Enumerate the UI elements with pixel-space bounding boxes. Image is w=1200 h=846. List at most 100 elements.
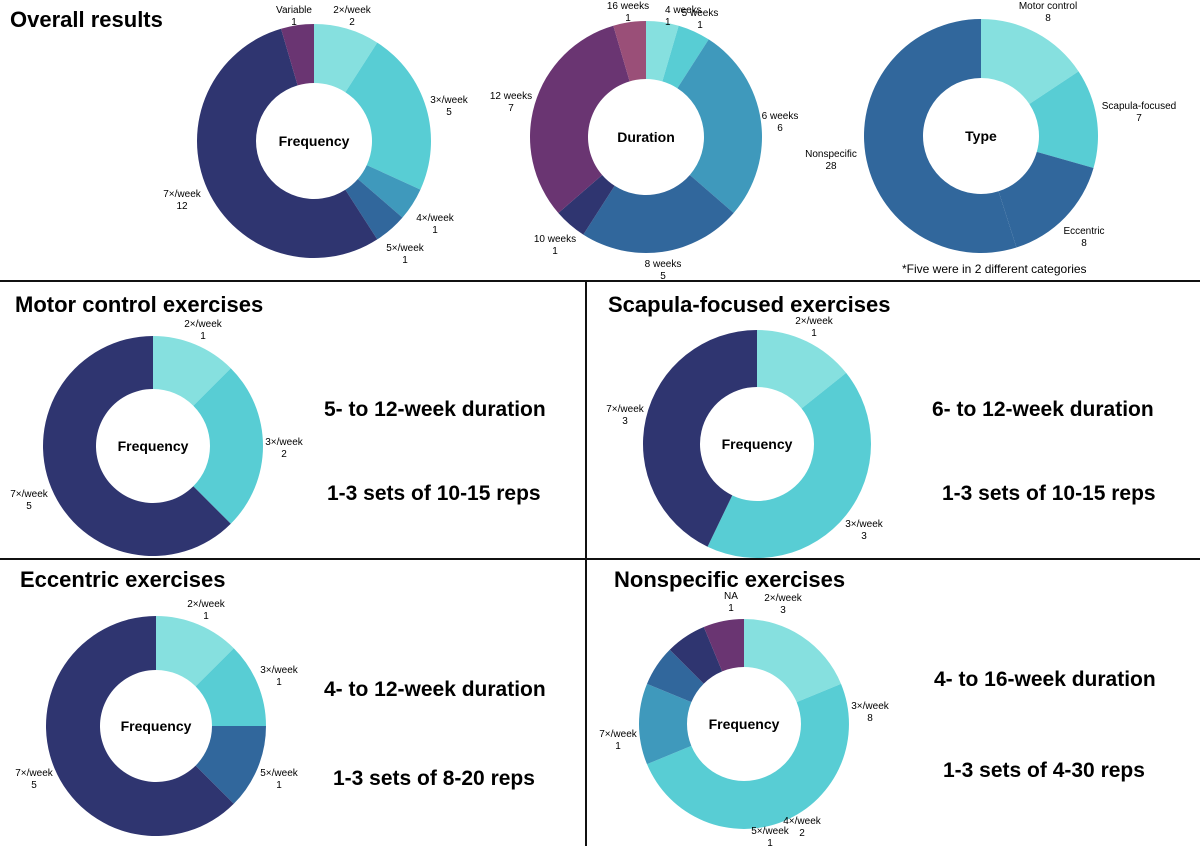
overall-frequency-value-0: 2: [349, 17, 355, 28]
overall-duration-label-6: 16 weeks: [607, 1, 649, 12]
scapula-frequency-slice-2: [642, 330, 757, 547]
eccentric-frequency-slice-0: [156, 616, 234, 687]
overall-frequency-value-2: 1: [432, 225, 438, 236]
overall-duration-value-3: 5: [660, 271, 666, 282]
nonspecific-frequency-label-3: 5×/week: [751, 826, 790, 837]
overall-frequency-slice-2: [357, 165, 421, 218]
eccentric-frequency-slice-2: [195, 726, 266, 804]
divider-vertical: [585, 281, 587, 846]
scapula-frequency-slice-1: [707, 372, 872, 558]
overall-type-label-0: Motor control: [1019, 1, 1077, 12]
overall-type-value-1: 7: [1136, 113, 1142, 124]
overall-duration-slice-4: [558, 174, 615, 235]
overall-duration-value-5: 7: [508, 103, 514, 114]
nonspecific-frequency-value-0: 3: [780, 605, 786, 616]
motor-frequency-center-label: Frequency: [118, 438, 189, 454]
eccentric-sets: 1-3 sets of 8-20 reps: [333, 767, 535, 790]
nonspecific-frequency-label-1: 3×/week: [851, 701, 890, 712]
motor-frequency-label-0: 2×/week: [184, 319, 223, 330]
eccentric-frequency-slice-3: [45, 616, 234, 836]
nonspecific-frequency-center-label: Frequency: [709, 716, 780, 732]
overall-duration-value-1: 1: [697, 20, 703, 31]
eccentric-frequency-value-0: 1: [203, 611, 209, 622]
overall-frequency-label-5: Variable: [276, 5, 312, 16]
overall-type-footnote: *Five were in 2 different categories: [902, 262, 1087, 276]
nonspecific-frequency-slice-2: [639, 683, 692, 765]
eccentric-frequency-label-3: 7×/week: [15, 768, 54, 779]
nonspecific-frequency-slice-1: [646, 683, 849, 829]
scapula-frequency-center-label: Frequency: [722, 436, 793, 452]
nonspecific-frequency-slice-3: [646, 649, 704, 703]
overall-type-slice-2: [998, 151, 1094, 248]
nonspecific-frequency-slice-0: [744, 619, 842, 703]
motor-frequency-slice-1: [193, 368, 263, 524]
overall-type-chart: Motor control8Scapula-focused7Eccentric8…: [805, 1, 1176, 254]
nonspecific-frequency-value-5: 1: [728, 603, 734, 614]
overall-duration-slice-5: [529, 25, 630, 213]
overall-frequency-label-2: 4×/week: [416, 213, 455, 224]
overall-type-label-2: Eccentric: [1063, 226, 1104, 237]
overall-frequency-slice-3: [345, 178, 403, 240]
motor-frequency-slice-0: [153, 336, 231, 406]
overall-frequency-label-1: 3×/week: [430, 95, 469, 106]
overall-type-value-2: 8: [1081, 238, 1087, 249]
overall-duration-label-3: 8 weeks: [645, 259, 682, 270]
eccentric-frequency-label-0: 2×/week: [187, 599, 226, 610]
overall-duration-slice-6: [613, 21, 646, 82]
overall-frequency-value-4: 12: [176, 201, 188, 212]
overall-type-slice-1: [1029, 71, 1098, 169]
nonspecific-frequency-label-5: NA: [724, 591, 738, 602]
overall-frequency-value-1: 5: [446, 107, 452, 118]
divider-top: [0, 280, 1200, 282]
motor-title: Motor control exercises: [15, 292, 264, 317]
overall-duration-label-0: 4 weeks: [665, 5, 702, 16]
overall-duration-value-2: 6: [777, 123, 783, 134]
nonspecific-frequency-chart: 2×/week33×/week84×/week25×/week17×/week1…: [599, 591, 890, 846]
eccentric-frequency-label-2: 5×/week: [260, 768, 299, 779]
nonspecific-sets: 1-3 sets of 4-30 reps: [943, 759, 1145, 782]
overall-duration-label-5: 12 weeks: [490, 91, 532, 102]
overall-duration-slice-2: [677, 39, 762, 213]
overall-frequency-value-3: 1: [402, 255, 408, 266]
overall-duration-slice-3: [583, 174, 734, 253]
overall-frequency-chart: 2×/week23×/week54×/week15×/week17×/week1…: [163, 5, 469, 266]
overall-type-value-0: 8: [1045, 13, 1051, 24]
overall-frequency-slice-0: [314, 24, 378, 93]
overall-frequency-label-4: 7×/week: [163, 189, 202, 200]
overall-type-slice-3: [864, 19, 1017, 254]
overall-duration-slice-1: [662, 25, 709, 89]
overall-frequency-value-5: 1: [291, 17, 297, 28]
scapula-frequency-value-0: 1: [811, 328, 817, 339]
eccentric-frequency-center-label: Frequency: [121, 718, 192, 734]
overall-frequency-center-label: Frequency: [279, 133, 350, 149]
nonspecific-duration: 4- to 16-week duration: [934, 668, 1156, 691]
motor-frequency-value-1: 2: [281, 449, 287, 460]
motor-frequency-label-1: 3×/week: [265, 437, 304, 448]
motor-frequency-label-2: 7×/week: [10, 489, 49, 500]
scapula-frequency-slice-0: [757, 330, 847, 409]
motor-frequency-value-0: 1: [200, 331, 206, 342]
scapula-sets: 1-3 sets of 10-15 reps: [942, 482, 1156, 505]
motor-duration: 5- to 12-week duration: [324, 398, 546, 421]
nonspecific-frequency-slice-4: [669, 626, 723, 684]
divider-middle: [0, 558, 1200, 560]
overall-duration-value-0: 1: [665, 17, 671, 28]
eccentric-frequency-value-2: 1: [276, 780, 282, 791]
scapula-frequency-value-2: 3: [622, 416, 628, 427]
scapula-frequency-label-2: 7×/week: [606, 404, 645, 415]
overall-title: Overall results: [10, 7, 163, 32]
scapula-title: Scapula-focused exercises: [608, 292, 891, 317]
scapula-frequency-label-0: 2×/week: [795, 316, 834, 327]
overall-duration-center-label: Duration: [617, 129, 675, 145]
overall-duration-label-4: 10 weeks: [534, 234, 576, 245]
overall-frequency-slice-4: [197, 28, 378, 258]
overall-type-slice-0: [981, 18, 1079, 104]
overall-duration-label-2: 6 weeks: [762, 111, 799, 122]
eccentric-title: Eccentric exercises: [20, 567, 226, 592]
overall-duration-value-4: 1: [552, 246, 558, 257]
motor-sets: 1-3 sets of 10-15 reps: [327, 482, 541, 505]
overall-frequency-slice-1: [345, 42, 432, 190]
